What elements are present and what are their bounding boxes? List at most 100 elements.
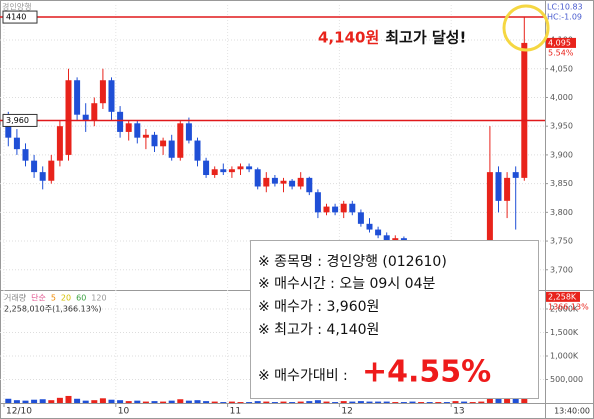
volume-bar (289, 402, 296, 403)
volume-legend: 20 (61, 294, 71, 303)
volume-bar (409, 401, 416, 403)
volume-tick-label: 1,500K (550, 328, 579, 337)
candle-body (142, 134, 149, 138)
last-price-label: 4,095 (548, 38, 571, 47)
volume-bar (99, 398, 106, 403)
candle-body (177, 123, 184, 158)
volume-bar (228, 401, 235, 403)
candle-body (297, 177, 304, 187)
y-tick-label: 3,800 (550, 208, 573, 217)
candle-body (194, 140, 201, 161)
volume-bar (443, 402, 450, 403)
info-line: ※ 최고가 : 4,140원 (258, 322, 379, 338)
candle-body (280, 180, 287, 184)
volume-ratio: 1366.13% (548, 302, 589, 311)
volume-bar (426, 402, 433, 403)
volume-bar (13, 400, 20, 403)
volume-bar (39, 399, 46, 403)
candle-body (125, 123, 132, 132)
reference-label: 3,960 (6, 116, 29, 125)
x-tick-label: 12 (341, 407, 352, 417)
candle-body (314, 192, 321, 213)
x-tick-label: 12/10 (6, 407, 32, 417)
volume-bar (263, 401, 270, 403)
volume-bar (211, 401, 218, 403)
info-box (250, 240, 539, 399)
volume-bar (220, 402, 227, 403)
volume-bar (280, 401, 287, 403)
volume-legend: 120 (91, 294, 106, 303)
volume-bar (203, 401, 210, 403)
info-ratio-label: ※ 매수가대비 : (258, 368, 348, 384)
info-ratio: +4.55% (362, 355, 491, 390)
candle-body (82, 114, 89, 121)
candle-body (246, 166, 253, 170)
candle-body (332, 206, 339, 213)
x-tick-label: 10 (118, 407, 130, 417)
annotation-text: 최고가 달성! (385, 29, 466, 47)
volume-bar (469, 402, 476, 403)
y-tick-label: 3,850 (550, 179, 573, 188)
candle-body (220, 169, 227, 173)
volume-bar (323, 401, 330, 403)
volume-bar (435, 402, 442, 403)
volume-bar (194, 400, 201, 403)
volume-bar (418, 402, 425, 403)
reference-tag (2, 113, 38, 127)
change-label: 5.54% (548, 48, 574, 57)
volume-bar (31, 399, 38, 403)
y-tick-label: 3,750 (550, 237, 573, 246)
reference-tag (2, 10, 38, 24)
candle-body (185, 123, 192, 141)
volume-legend: 거래량 (4, 293, 27, 303)
axis-note: HC:-1.09 (547, 13, 582, 22)
candle-body (151, 134, 158, 147)
last-price-tag (546, 37, 576, 48)
volume-bar (5, 398, 12, 403)
candle-body (340, 203, 347, 213)
volume-bar (125, 401, 132, 403)
candle-body (91, 103, 98, 121)
candle-body (495, 172, 502, 201)
candle-body (203, 160, 210, 176)
x-tick-label: 13 (453, 407, 464, 417)
volume-bar (400, 402, 407, 403)
y-tick-label: 4,050 (550, 64, 573, 73)
candle-body (271, 177, 278, 184)
candle-body (31, 160, 38, 173)
volume-bar (495, 395, 502, 403)
volume-bar (392, 402, 399, 403)
candle-body (357, 212, 364, 224)
candle-body (289, 180, 296, 187)
volume-bar (332, 402, 339, 403)
volume-info: 2,258,010주(1,366.13%) (4, 305, 102, 314)
candle-body (263, 177, 270, 187)
volume-bar (142, 401, 149, 403)
volume-bar (74, 398, 81, 403)
candle-body (160, 140, 167, 147)
volume-bar (151, 401, 158, 403)
volume-bar (512, 398, 519, 403)
volume-legend: 단순 (31, 293, 46, 303)
x-tick-label: 11 (230, 407, 241, 417)
volume-bar (237, 402, 244, 403)
candle-body (13, 137, 20, 150)
candle-body (99, 80, 106, 104)
volume-bar (168, 400, 175, 403)
volume-tick-label: 2,000K (550, 304, 579, 313)
candle-body (74, 80, 81, 115)
volume-bar (48, 400, 55, 403)
volume-bar (314, 400, 321, 403)
volume-bar (91, 400, 98, 403)
candle-body (48, 160, 55, 181)
candle-body (228, 169, 235, 173)
candle-body (117, 111, 124, 132)
volume-bar (177, 399, 184, 403)
last-volume-tag (546, 291, 580, 302)
highlight-circle (502, 4, 550, 52)
time-label: 13:40:00 (554, 407, 590, 416)
volume-bar (56, 397, 63, 403)
volume-bar (478, 401, 485, 403)
candle-body (168, 140, 175, 158)
